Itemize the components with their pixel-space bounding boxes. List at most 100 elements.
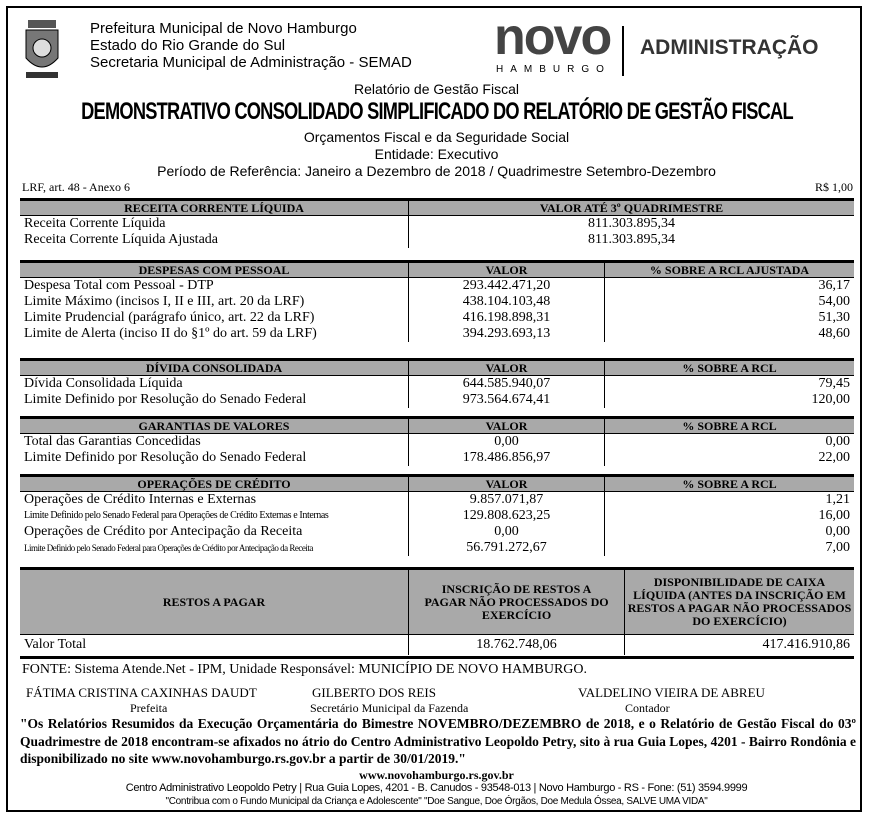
table-cell: VALOR [408,261,605,278]
signature-name: GILBERTO DOS REIS [312,685,436,700]
table-cell: VALOR [408,475,605,492]
table-cell: 293.442.471,20 [408,277,605,294]
table-cell: 417.416.910,86 [624,634,854,655]
table-cell: 56.791.272,67 [408,540,605,556]
table-row: Operações de Crédito por Antecipação da … [20,524,854,540]
column-header: VALOR ATÉ 3º QUADRIMESTRE [408,199,854,216]
report-period: Período de Referência: Janeiro a Dezembr… [157,163,716,179]
table-cell: Limite Máximo (incisos I, II e III, art.… [24,294,305,309]
signature-role: Contador [625,701,670,715]
table-row: Despesa Total com Pessoal - DTP 293.442.4… [20,277,854,294]
table-cell: Limite de Alerta (inciso II do §1º do ar… [24,326,317,341]
column-header: RECEITA CORRENTE LÍQUIDA [20,199,409,216]
table-row: Limite Definido por Resolução do Senado … [20,392,854,408]
table-cell: 7,00 [604,540,854,556]
novo-hamburgo-logo: novo [494,8,612,66]
table-cell: 0,00 [604,433,854,450]
report-title-wrap: DEMONSTRATIVO CONSOLIDADO SIMPLIFICADO D… [0,97,873,127]
table-cell: 811.303.895,34 [408,232,854,248]
table-cell: INSCRIÇÃO DE RESTOS A PAGAR NÃO PROCESSA… [408,568,625,635]
table-row: Limite Definido por Resolução do Senado … [20,450,854,466]
table-cell: Limite Definido pelo Senado Federal para… [24,510,329,521]
address-line: Centro Administrativo Leopoldo Petry | R… [125,782,748,794]
table-cell: 416.198.898,31 [408,310,605,326]
table-row: Limite Definido pelo Senado Federal para… [20,540,854,556]
table-cell: Limite Definido por Resolução do Senado … [24,392,307,407]
publication-notice: "Os Relatórios Resumidos da Execução Orç… [20,716,856,766]
table-cell: 9.857.071,87 [408,491,605,508]
table-row: Operações de Crédito Internas e Externas… [20,491,854,508]
table-cell: VALOR [408,417,605,434]
table-cell: 79,45 [604,375,854,392]
issuer-line: Estado do Rio Grande do Sul [90,37,286,54]
table-cell: Total das Garantias Concedidas [24,434,201,449]
report-kicker: Relatório de Gestão Fiscal [354,81,519,97]
table-cell: DISPONIBILIDADE DE CAIXA LÍQUIDA (ANTES … [624,568,854,635]
issuer-line: Prefeitura Municipal de Novo Hamburgo [90,20,357,37]
table-cell: % SOBRE A RCL [604,475,854,492]
table-cell: 644.585.940,07 [408,375,605,392]
table-cell: 811.303.895,34 [408,215,854,232]
table-cell: Operações de Crédito Internas e Externas [24,492,257,507]
table-cell: DÍVIDA CONSOLIDADA [20,359,409,376]
table-cell: 394.293.693,13 [408,326,605,342]
table-cell: 1,21 [604,491,854,508]
table-cell: Valor Total [24,636,87,652]
table-cell: 48,60 [604,326,854,342]
website-link[interactable]: www.novohamburgo.rs.gov.br [359,768,514,782]
table-cell: Limite Definido pelo Senado Federal para… [24,543,313,553]
table-cell: 0,00 [408,433,605,450]
logo-divider [622,26,624,76]
divider [20,656,854,659]
table-cell: 16,00 [604,508,854,524]
currency-unit: R$ 1,00 [814,180,853,194]
slogan-line: "Contribua com o Fundo Municipal da Cria… [165,796,708,807]
table-cell: VALOR [408,359,605,376]
table-row: Receita Corrente Líquida Ajustada 811.303… [20,232,854,248]
report-subtitle: Orçamentos Fiscal e da Seguridade Social [303,129,570,145]
table-cell: % SOBRE A RCL [604,417,854,434]
signature-role: Prefeita [130,701,168,715]
table-row: Receita Corrente Líquida 811.303.895,34 [20,215,854,232]
table-row: Valor Total 18.762.748,06 417.416.910,86 [20,634,854,655]
table-cell: Despesa Total com Pessoal - DTP [24,278,214,293]
table-cell: Receita Corrente Líquida [24,216,166,231]
table-row: Limite Prudencial (parágrafo único, art.… [20,310,854,326]
department-name: ADMINISTRAÇÃO [640,36,819,59]
table-cell: 973.564.674,41 [408,392,605,408]
table-cell: 0,00 [604,524,854,540]
table-row: Limite de Alerta (inciso II do §1º do ar… [20,326,854,342]
table-cell: RESTOS A PAGAR [20,568,409,635]
logo-subtext: HAMBURGO [496,64,611,75]
table-row: Limite Definido pelo Senado Federal para… [20,508,854,524]
table-cell: 120,00 [604,392,854,408]
table-cell: 129.808.623,25 [408,508,605,524]
signature-role: Secretário Municipal da Fazenda [310,701,469,715]
city-coat-of-arms-icon [25,20,59,78]
table-cell: 438.104.103,48 [408,294,605,310]
issuer-block: Prefeitura Municipal de Novo Hamburgo Es… [90,20,412,71]
table-row: Total das Garantias Concedidas 0,00 0,00 [20,433,854,450]
garantias-table: GARANTIAS DE VALORES VALOR% SOBRE A RCL T… [20,416,854,466]
document-frame [6,6,862,812]
table-cell: GARANTIAS DE VALORES [20,417,409,434]
pessoal-table: DESPESAS COM PESSOAL VALOR% SOBRE A RCL A… [20,260,854,342]
table-cell: 0,00 [408,524,605,540]
table-cell: Dívida Consolidada Líquida [24,376,183,391]
table-cell: 36,17 [604,277,854,294]
table-cell: 22,00 [604,450,854,466]
law-reference: LRF, art. 48 - Anexo 6 [22,180,131,194]
issuer-line: Secretaria Municipal de Administração - … [90,54,412,71]
table-cell: 51,30 [604,310,854,326]
table-cell: Limite Definido por Resolução do Senado … [24,450,307,465]
signature-name: VALDELINO VIEIRA DE ABREU [578,685,765,700]
table-cell: 18.762.748,06 [408,634,625,655]
report-entity: Entidade: Executivo [374,146,499,162]
table-row: Dívida Consolidada Líquida 644.585.940,07… [20,375,854,392]
restos-table: RESTOS A PAGAR INSCRIÇÃO DE RESTOS A PAGA… [20,567,854,655]
divida-table: DÍVIDA CONSOLIDADA VALOR% SOBRE A RCL Dív… [20,358,854,408]
table-cell: Receita Corrente Líquida Ajustada [24,232,218,247]
table-cell: % SOBRE A RCL [604,359,854,376]
table-cell: Operações de Crédito por Antecipação da … [24,524,303,539]
report-title: DEMONSTRATIVO CONSOLIDADO SIMPLIFICADO D… [80,98,793,125]
